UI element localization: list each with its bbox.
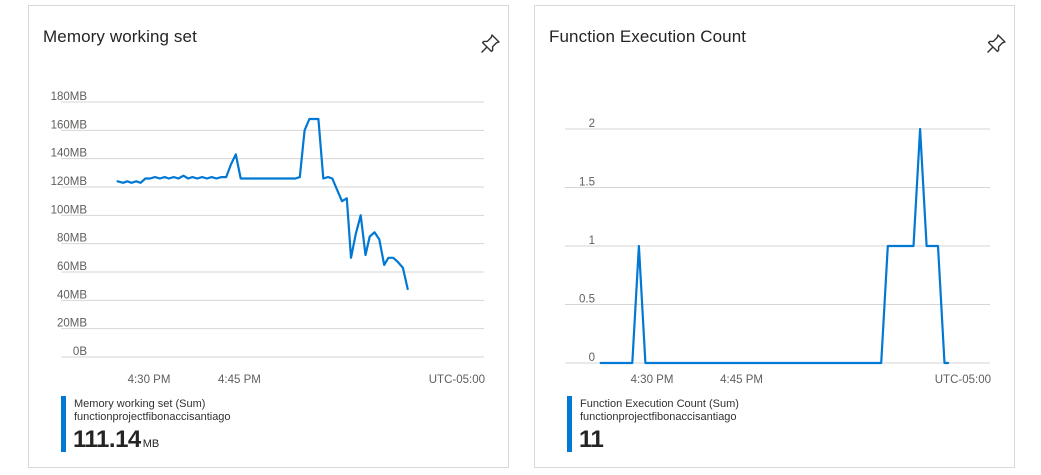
y-tick-label: 140MB [51, 148, 88, 160]
legend-value-number: 11 [579, 426, 604, 453]
legend-value-number: 111.14 [73, 426, 141, 453]
card-title: Function Execution Count [549, 27, 747, 46]
card-title: Memory working set [43, 27, 197, 46]
y-tick-label: 180MB [51, 91, 88, 103]
legend-value-unit: MB [142, 438, 160, 450]
memory-chart: 0B 20MB 40MB 60MB 80MB 100MB 120MB 140MB 160MB 18… [51, 91, 485, 386]
y-tick-label: 100MB [51, 204, 88, 216]
legend-resource-name: functionprojectfibonaccisantiago [74, 411, 231, 423]
timezone-label: UTC-05:00 [429, 374, 485, 386]
series-line [116, 117, 409, 291]
x-tick-label: 4:45 PM [720, 374, 763, 386]
y-tick-label: 2 [589, 118, 595, 130]
series-line [599, 127, 950, 365]
execution-count-chart: 0 0.5 1 1.5 2 4:30 PM 4:45 PM UTC-05:00 [565, 118, 991, 386]
y-tick-label: 1 [589, 235, 595, 247]
y-tick-label: 1.5 [579, 177, 595, 189]
y-tick-label: 60MB [57, 261, 87, 273]
x-tick-label: 4:30 PM [631, 374, 674, 386]
timezone-label: UTC-05:00 [935, 374, 991, 386]
pin-icon[interactable] [984, 32, 1008, 56]
y-tick-label: 0B [73, 346, 87, 358]
x-tick-label: 4:45 PM [218, 374, 261, 386]
y-tick-label: 160MB [51, 119, 88, 131]
memory-working-set-card[interactable]: Memory working set 0B 20MB 40MB 60MB 80MB 100… [28, 5, 509, 468]
y-tick-label: 120MB [51, 176, 88, 188]
legend-series-name: Memory working set (Sum) [74, 398, 206, 410]
legend-color-bar [567, 396, 572, 452]
y-tick-label: 0 [589, 352, 595, 364]
legend-value: 111.14 MB [73, 426, 159, 454]
y-tick-label: 20MB [57, 318, 87, 330]
function-execution-count-card[interactable]: Function Execution Count 0 0.5 1 1.5 2 4:30 P… [534, 5, 1015, 468]
y-tick-label: 0.5 [579, 294, 595, 306]
x-tick-label: 4:30 PM [128, 374, 171, 386]
legend-value: 11 [579, 426, 605, 454]
legend-resource-name: functionprojectfibonaccisantiago [580, 411, 737, 423]
y-tick-label: 80MB [57, 233, 87, 245]
legend-series-name: Function Execution Count (Sum) [580, 398, 739, 410]
pin-icon[interactable] [478, 32, 502, 56]
y-tick-label: 40MB [57, 289, 87, 301]
legend-color-bar [61, 396, 66, 452]
